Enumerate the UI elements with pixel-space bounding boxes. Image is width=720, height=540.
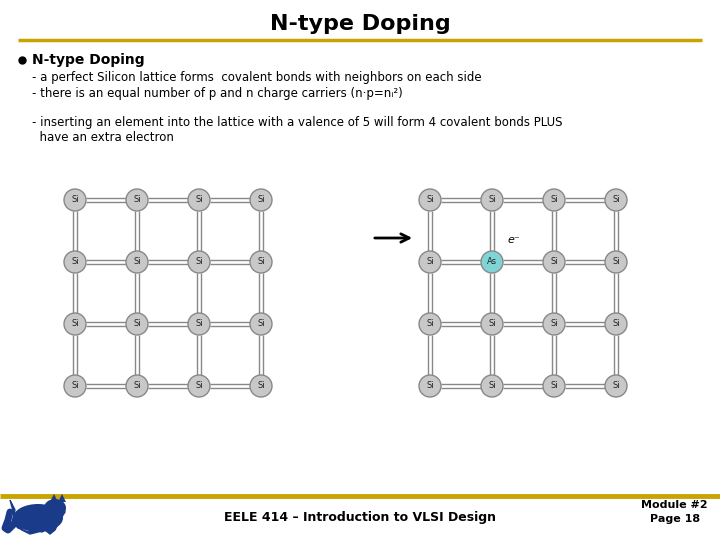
Ellipse shape xyxy=(13,504,63,532)
Circle shape xyxy=(188,313,210,335)
Circle shape xyxy=(250,189,272,211)
Text: N-type Doping: N-type Doping xyxy=(32,53,145,67)
Circle shape xyxy=(605,375,627,397)
Circle shape xyxy=(419,375,441,397)
Circle shape xyxy=(126,313,148,335)
Text: Si: Si xyxy=(133,381,141,390)
Circle shape xyxy=(543,375,565,397)
Text: Si: Si xyxy=(195,381,203,390)
Text: Si: Si xyxy=(71,381,78,390)
Circle shape xyxy=(605,251,627,273)
Text: - a perfect Silicon lattice forms  covalent bonds with neighbors on each side: - a perfect Silicon lattice forms covale… xyxy=(32,71,482,84)
Text: - there is an equal number of p and n charge carriers (n·p=nᵢ²): - there is an equal number of p and n ch… xyxy=(32,87,402,100)
Text: Si: Si xyxy=(426,258,434,267)
Text: Module #2
Page 18: Module #2 Page 18 xyxy=(642,501,708,524)
Text: Si: Si xyxy=(257,258,265,267)
Text: Si: Si xyxy=(426,320,434,328)
Polygon shape xyxy=(10,500,65,534)
Text: Si: Si xyxy=(488,320,496,328)
Circle shape xyxy=(605,189,627,211)
Circle shape xyxy=(64,375,86,397)
Text: Si: Si xyxy=(612,195,620,205)
Circle shape xyxy=(64,251,86,273)
Circle shape xyxy=(64,189,86,211)
Circle shape xyxy=(481,189,503,211)
Circle shape xyxy=(188,251,210,273)
Polygon shape xyxy=(50,494,58,502)
Circle shape xyxy=(481,251,503,273)
Text: Si: Si xyxy=(488,195,496,205)
Circle shape xyxy=(419,189,441,211)
Text: As: As xyxy=(487,258,497,267)
Text: EELE 414 – Introduction to VLSI Design: EELE 414 – Introduction to VLSI Design xyxy=(224,511,496,524)
Circle shape xyxy=(250,251,272,273)
Circle shape xyxy=(605,313,627,335)
Circle shape xyxy=(250,375,272,397)
Circle shape xyxy=(126,375,148,397)
Text: N-type Doping: N-type Doping xyxy=(269,14,451,34)
Circle shape xyxy=(543,189,565,211)
Text: Si: Si xyxy=(550,320,558,328)
Circle shape xyxy=(126,251,148,273)
Text: Si: Si xyxy=(257,381,265,390)
Circle shape xyxy=(419,313,441,335)
Circle shape xyxy=(64,313,86,335)
Text: Si: Si xyxy=(426,381,434,390)
Text: Si: Si xyxy=(612,258,620,267)
Text: Si: Si xyxy=(257,320,265,328)
Text: Si: Si xyxy=(550,381,558,390)
Circle shape xyxy=(188,189,210,211)
Circle shape xyxy=(481,375,503,397)
Text: e⁻: e⁻ xyxy=(508,235,521,245)
Text: Si: Si xyxy=(550,258,558,267)
Text: Si: Si xyxy=(71,320,78,328)
Text: Si: Si xyxy=(612,320,620,328)
Text: - inserting an element into the lattice with a valence of 5 will form 4 covalent: - inserting an element into the lattice … xyxy=(32,116,562,144)
Circle shape xyxy=(126,189,148,211)
Text: Si: Si xyxy=(195,320,203,328)
Text: Si: Si xyxy=(257,195,265,205)
Circle shape xyxy=(250,313,272,335)
Ellipse shape xyxy=(44,499,66,517)
Text: Si: Si xyxy=(133,195,141,205)
Text: Si: Si xyxy=(71,195,78,205)
Text: Si: Si xyxy=(71,258,78,267)
Text: Si: Si xyxy=(426,195,434,205)
Circle shape xyxy=(543,313,565,335)
Text: Si: Si xyxy=(133,320,141,328)
Text: Si: Si xyxy=(195,258,203,267)
Circle shape xyxy=(481,313,503,335)
Text: Si: Si xyxy=(612,381,620,390)
Circle shape xyxy=(188,375,210,397)
Text: Si: Si xyxy=(550,195,558,205)
Text: Si: Si xyxy=(195,195,203,205)
Polygon shape xyxy=(58,494,66,502)
Circle shape xyxy=(419,251,441,273)
Circle shape xyxy=(543,251,565,273)
Text: Si: Si xyxy=(133,258,141,267)
Text: Si: Si xyxy=(488,381,496,390)
